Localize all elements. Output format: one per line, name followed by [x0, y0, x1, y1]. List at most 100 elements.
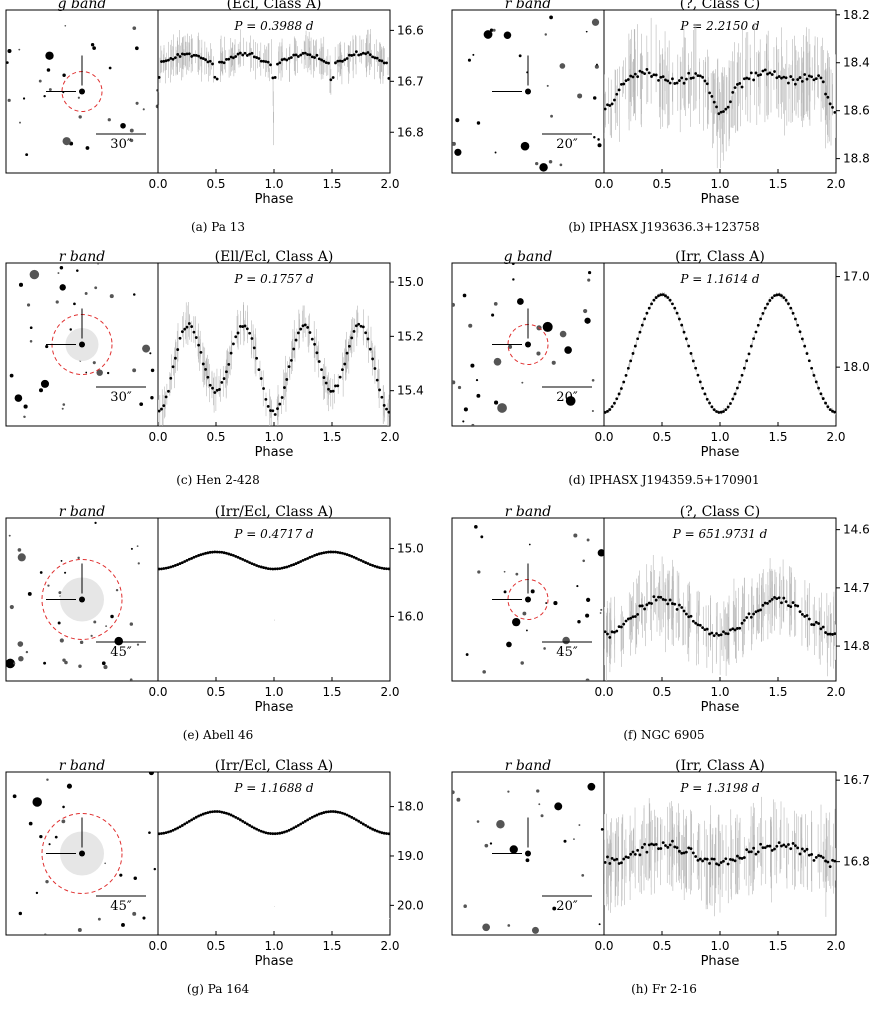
binned-point	[626, 366, 630, 370]
binned-point	[357, 53, 361, 57]
binned-point	[831, 409, 834, 413]
binned-point	[199, 813, 203, 817]
star	[553, 601, 558, 606]
binned-point	[604, 410, 607, 414]
binned-point	[715, 105, 718, 109]
binned-point	[805, 77, 809, 81]
x-axis-label: Phase	[701, 700, 740, 715]
star	[94, 286, 98, 290]
binned-point	[255, 827, 258, 831]
binned-point	[234, 335, 238, 339]
binned-point	[238, 325, 242, 328]
star	[129, 622, 134, 626]
x-tick-label: 1.0	[264, 430, 283, 444]
star	[585, 30, 588, 33]
binned-point	[752, 337, 756, 341]
binned-point	[794, 82, 797, 86]
binned-point	[794, 317, 797, 321]
panel-caption: (a) Pa 13	[191, 220, 245, 234]
binned-point	[666, 602, 670, 606]
binned-point	[631, 352, 635, 355]
binned-point	[264, 831, 268, 835]
star	[39, 571, 43, 574]
binned-point	[380, 566, 384, 570]
binned-point	[661, 75, 665, 79]
star	[496, 360, 501, 365]
binned-point	[287, 564, 291, 568]
binned-point	[350, 54, 354, 57]
binned-point	[341, 59, 344, 63]
binned-point	[631, 75, 635, 79]
binned-point	[759, 842, 762, 846]
binned-point	[164, 59, 168, 63]
binned-point	[742, 77, 746, 81]
star	[93, 620, 97, 624]
binned-point	[206, 60, 210, 64]
star	[559, 330, 567, 338]
binned-point	[354, 818, 358, 822]
binned-point	[636, 337, 640, 341]
binned-point	[833, 859, 836, 863]
star	[565, 396, 576, 406]
binned-point	[211, 386, 214, 390]
star	[60, 559, 63, 562]
binned-point	[608, 408, 612, 411]
star	[132, 911, 137, 916]
binned-point	[719, 861, 723, 864]
binned-point	[738, 82, 742, 85]
binned-point	[178, 55, 182, 58]
binned-point	[174, 827, 177, 831]
star	[509, 845, 518, 854]
period-label: P = 1.1688 d	[233, 781, 314, 795]
binned-point	[710, 94, 714, 98]
star	[468, 323, 473, 328]
binned-point	[158, 567, 161, 571]
binned-point	[659, 75, 663, 79]
binned-point	[633, 853, 637, 856]
period-label: P = 1.1614 d	[679, 272, 760, 286]
star	[600, 828, 604, 831]
star	[133, 293, 136, 296]
binned-point	[296, 561, 300, 564]
star	[452, 380, 456, 385]
star	[26, 303, 31, 307]
star	[32, 797, 42, 807]
binned-point	[736, 627, 739, 630]
binned-point	[768, 599, 772, 603]
binned-point	[243, 821, 247, 825]
binned-point	[194, 815, 198, 819]
star	[599, 612, 602, 614]
binned-point	[259, 59, 263, 63]
star	[14, 394, 23, 402]
binned-point	[201, 552, 205, 556]
binned-point	[174, 56, 177, 60]
star	[105, 625, 108, 628]
binned-point	[647, 71, 651, 75]
binned-point	[729, 100, 732, 104]
binned-point	[378, 59, 381, 62]
binned-point	[190, 557, 194, 560]
star	[35, 891, 39, 895]
binned-point	[232, 553, 235, 557]
binned-point	[192, 53, 196, 57]
binned-point	[373, 828, 377, 832]
binned-point	[615, 92, 619, 96]
binned-point	[615, 629, 619, 633]
binned-point	[701, 75, 704, 79]
plot-title: (?, Class C)	[680, 504, 760, 520]
binned-point	[668, 81, 672, 85]
star	[491, 313, 495, 317]
binned-point	[705, 397, 709, 401]
binned-point	[266, 567, 270, 571]
star	[150, 396, 154, 400]
binned-point	[803, 614, 807, 618]
binned-point	[171, 828, 175, 832]
x-tick-label: 2.0	[826, 939, 845, 953]
binned-point	[327, 810, 330, 814]
binned-point	[303, 51, 307, 55]
binned-point	[645, 311, 649, 315]
binned-point	[180, 561, 184, 565]
binned-point	[800, 847, 804, 851]
binned-point	[294, 53, 298, 57]
binned-point	[352, 555, 356, 559]
